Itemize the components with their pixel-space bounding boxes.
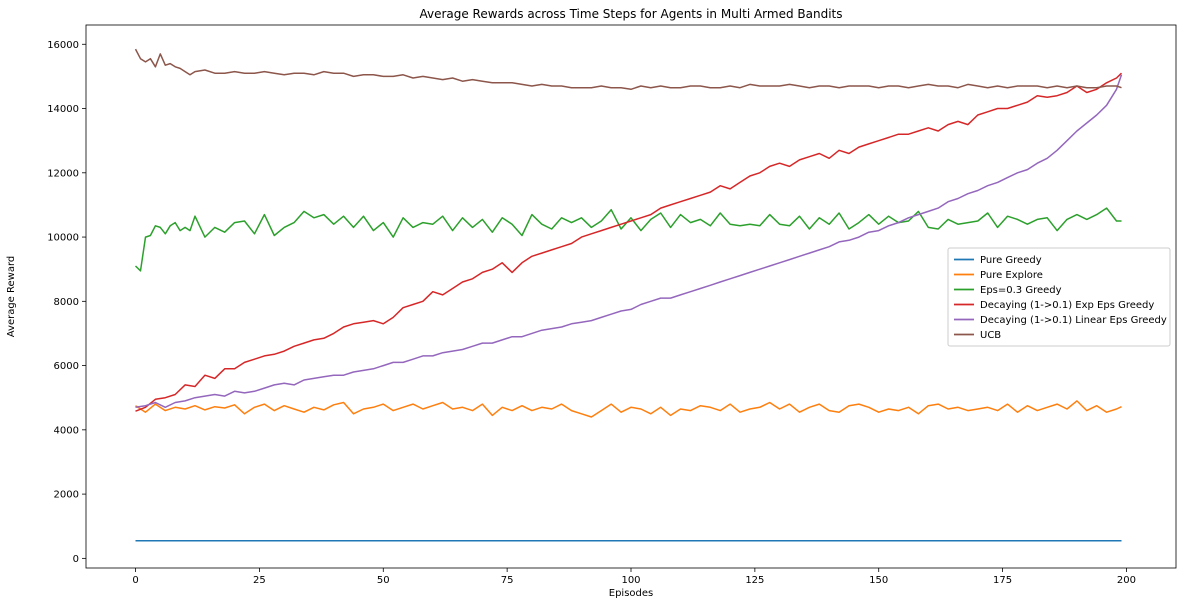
x-tick-label: 125 [745, 575, 764, 586]
legend: Pure Greedy Pure Explore Eps=0.3 Greedy Dec… [947, 247, 1171, 347]
x-tick-label: 50 [377, 575, 390, 586]
series-line-decaying-1-0-1-linear-eps-greedy [135, 74, 1123, 409]
x-tick-label: 150 [869, 575, 888, 586]
legend-label: Pure Greedy [980, 255, 1042, 266]
legend-item: Pure Explore [954, 270, 1043, 281]
y-tick-label: 10000 [47, 233, 79, 244]
x-tick-label: 25 [253, 575, 266, 586]
legend-label: Pure Explore [980, 270, 1043, 281]
x-axis-label: Episodes [609, 588, 653, 599]
chart-title: Average Rewards across Time Steps for Ag… [419, 7, 842, 21]
x-tick-label: 175 [993, 575, 1012, 586]
y-tick-label: 14000 [47, 104, 79, 115]
series-line-eps-0-3-greedy [134, 207, 1122, 272]
legend-item: Decaying (1->0.1) Exp Eps Greedy [954, 300, 1154, 311]
legend-box [947, 247, 1171, 347]
x-tick-label: 75 [501, 575, 514, 586]
y-axis: 0 2000 4000 6000 8000 10000 12000 14000 16000 [47, 40, 86, 565]
x-tick-label: 100 [621, 575, 640, 586]
legend-label: UCB [980, 330, 1001, 341]
x-tick-label: 200 [1117, 575, 1136, 586]
y-tick-label: 2000 [54, 490, 79, 501]
x-axis: 0 25 50 75 100 125 150 175 200 [132, 568, 1136, 586]
y-tick-label: 0 [73, 554, 79, 565]
y-tick-label: 16000 [47, 40, 79, 51]
y-tick-label: 4000 [54, 425, 79, 436]
legend-item: Eps=0.3 Greedy [954, 285, 1062, 296]
plot-area [134, 48, 1123, 542]
y-tick-label: 12000 [47, 168, 79, 179]
series-line-pure-explore [135, 400, 1122, 418]
series-line-ucb [134, 48, 1122, 91]
legend-label: Decaying (1->0.1) Exp Eps Greedy [980, 300, 1154, 311]
y-tick-label: 8000 [54, 297, 79, 308]
legend-item: Pure Greedy [954, 255, 1042, 266]
legend-label: Eps=0.3 Greedy [980, 285, 1062, 296]
legend-item: Decaying (1->0.1) Linear Eps Greedy [954, 315, 1167, 326]
legend-item: UCB [954, 330, 1001, 341]
y-tick-label: 6000 [54, 361, 79, 372]
plot-frame [85, 24, 1177, 569]
legend-label: Decaying (1->0.1) Linear Eps Greedy [980, 315, 1167, 326]
y-axis-label: Average Reward [6, 256, 17, 337]
series-line-decaying-1-0-1-exp-eps-greedy [135, 72, 1123, 412]
x-tick-label: 0 [132, 575, 138, 586]
